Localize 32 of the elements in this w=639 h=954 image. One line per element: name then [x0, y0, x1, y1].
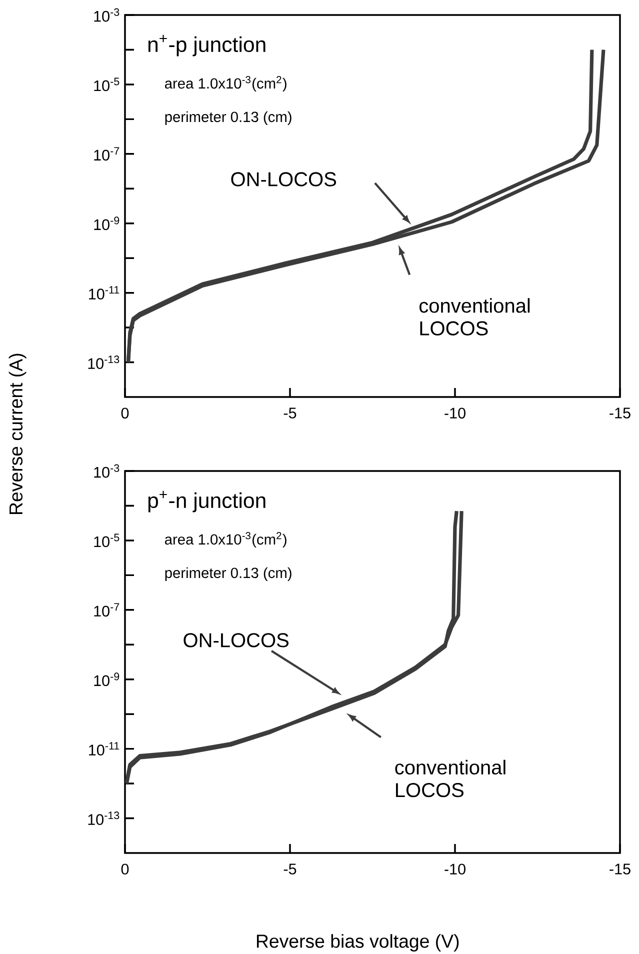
y-tick-label: 10$^{-9}$ — [94, 672, 120, 686]
annotation: ON-LOCOS — [231, 172, 336, 186]
y-tick-label: 10$^{-3}$ — [94, 8, 120, 22]
x-tick-label: 0 — [121, 408, 129, 419]
y-axis-title: Reverse current (A) — [8, 354, 26, 514]
y-tick-label: 10$^{-3}$ — [94, 464, 120, 478]
x-tick-label: -15 — [610, 408, 630, 418]
y-tick-label: 10$^{-11}$ — [89, 286, 120, 300]
x-axis-title: Reverse bias voltage (V) — [256, 934, 459, 952]
text: n$^{+}$-p junction — [148, 34, 266, 56]
x-tick-label: -5 — [284, 864, 296, 874]
y-tick-label: 10$^{-11}$ — [89, 742, 120, 756]
annotation: conventional LOCOS — [419, 298, 530, 336]
y-tick-label: 10$^{-13}$ — [88, 812, 120, 825]
x-tick-label: 0 — [121, 864, 129, 875]
y-tick-label: 10$^{-13}$ — [88, 356, 120, 369]
annotation: perimeter 0.13 (cm) — [165, 567, 292, 581]
x-tick-label: -5 — [284, 408, 296, 418]
x-tick-label: -15 — [610, 864, 630, 874]
text: p$^{+}$-n junction — [148, 490, 266, 512]
y-tick-label: 10$^{-9}$ — [94, 216, 120, 230]
y-tick-label: 10$^{-7}$ — [94, 147, 120, 161]
annotation: ON-LOCOS — [184, 633, 289, 648]
x-tick-label: -10 — [444, 408, 466, 419]
annotation: conventional LOCOS — [395, 760, 506, 798]
y-tick-label: 10$^{-7}$ — [94, 603, 120, 617]
annotation: area 1.0x10$^{-3}$(cm$^{2}$) — [164, 76, 286, 92]
x-tick-label: -10 — [444, 864, 466, 875]
annotation: perimeter 0.13 (cm) — [165, 111, 292, 125]
annotation: area 1.0x10$^{-3}$(cm$^{2}$) — [164, 532, 286, 548]
y-tick-label: 10$^{-5}$ — [94, 534, 120, 548]
y-tick-label: 10$^{-5}$ — [94, 78, 120, 92]
